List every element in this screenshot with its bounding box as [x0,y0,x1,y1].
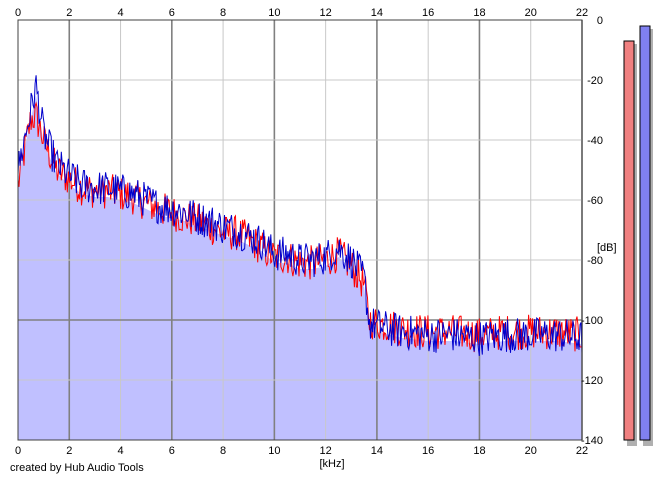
series-line-1 [17,101,583,353]
x-tick-bottom-0: 0 [15,445,21,457]
x-tick-labels-top: 0 2 4 6 8 10 12 14 16 18 20 22 [15,7,588,19]
level-meter-2 [639,25,651,441]
y-tick--60: -60 [587,195,603,207]
x-tick-bottom-22: 22 [576,445,588,457]
x-tick-bottom-10: 10 [268,445,280,457]
x-tick-top-0: 0 [15,7,21,19]
y-tick--100: -100 [581,315,603,327]
x-tick-bottom-20: 20 [525,445,537,457]
x-tick-bottom-16: 16 [422,445,434,457]
level-meters [623,25,653,446]
x-tick-bottom-6: 6 [169,445,175,457]
x-tick-top-10: 10 [268,7,280,19]
y-axis-label: [dB] [597,242,617,254]
x-tick-top-20: 20 [525,7,537,19]
x-tick-top-14: 14 [371,7,383,19]
y-tick-0: 0 [597,15,603,27]
x-tick-bottom-2: 2 [66,445,72,457]
footer-credit: created by Hub Audio Tools [10,462,144,474]
y-tick--140: -140 [581,435,603,447]
x-tick-top-18: 18 [473,7,485,19]
y-tick--80: -80 [587,255,603,267]
x-tick-bottom-8: 8 [220,445,226,457]
x-tick-top-12: 12 [320,7,332,19]
series-line-2 [17,75,583,356]
y-tick--120: -120 [581,375,603,387]
x-tick-labels-bottom: 0 2 4 6 8 10 12 14 16 18 20 22 [15,445,588,457]
x-tick-top-16: 16 [422,7,434,19]
y-tick--20: -20 [587,75,603,87]
x-tick-top-22: 22 [576,7,588,19]
x-tick-top-4: 4 [117,7,123,19]
x-tick-top-2: 2 [66,7,72,19]
plot-frame [17,19,583,441]
x-axis-label: [kHz] [319,458,344,470]
x-tick-bottom-14: 14 [371,445,383,457]
x-tick-top-6: 6 [169,7,175,19]
x-tick-bottom-12: 12 [320,445,332,457]
y-tick--40: -40 [587,135,603,147]
x-tick-top-8: 8 [220,7,226,19]
level-meter-1 [623,40,635,441]
x-tick-bottom-4: 4 [117,445,123,457]
y-tick-labels: 0 -20 -40 -60 -80 -100 -120 -140 [581,15,603,447]
spectrum-area-fill [18,95,582,440]
series-group [17,75,583,356]
x-tick-bottom-18: 18 [473,445,485,457]
